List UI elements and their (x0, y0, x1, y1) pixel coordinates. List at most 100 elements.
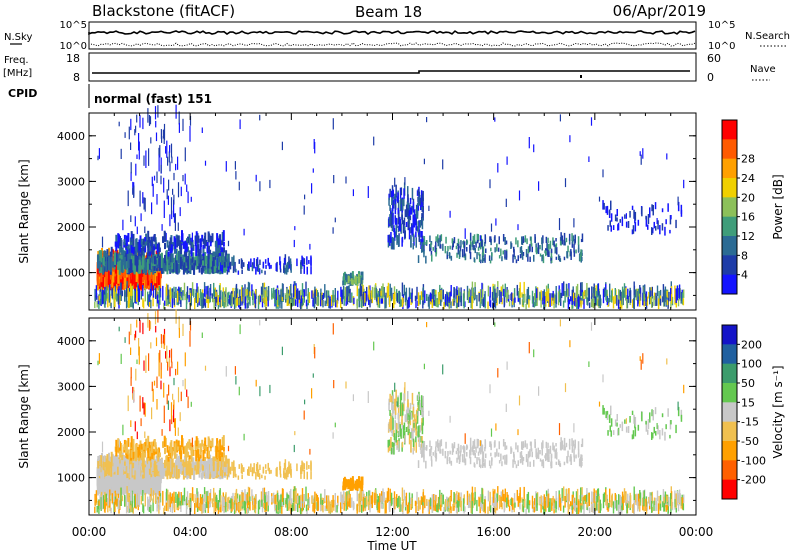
echo-cell (138, 288, 140, 302)
echo-cell (127, 253, 130, 269)
echo-cell (277, 296, 280, 305)
echo-cell (110, 302, 112, 309)
nsearch-tick-bottom: 10^0 (708, 41, 735, 52)
echo-cell (149, 276, 152, 290)
echo-cell (669, 229, 671, 234)
echo-cell (303, 265, 305, 274)
echo-cell (162, 463, 165, 477)
echo-cell (224, 294, 226, 305)
echo-cell (397, 213, 400, 225)
echo-cell (445, 236, 447, 244)
echo-cell (146, 259, 149, 270)
echo-cell (216, 245, 219, 254)
echo-cell (139, 115, 141, 128)
echo-cell (97, 256, 100, 264)
echo-cell (505, 198, 507, 207)
echo-cell (182, 175, 184, 182)
echo-cell (151, 472, 154, 484)
echo-cell (521, 292, 523, 298)
echo-cell (380, 295, 382, 304)
echo-cell (506, 292, 508, 303)
echo-cell (259, 259, 261, 265)
echo-cell (500, 248, 502, 256)
echo-cell (390, 207, 392, 217)
echo-cell (645, 215, 647, 220)
echo-cell (184, 147, 186, 162)
echo-cell (609, 295, 611, 302)
echo-cell (267, 286, 270, 301)
echo-cell (408, 296, 410, 308)
echo-cell (633, 209, 635, 219)
echo-cell (158, 247, 161, 253)
echo-cell (127, 458, 130, 474)
echo-cell (223, 466, 226, 473)
echo-cell (219, 300, 221, 308)
echo-cell (344, 291, 347, 302)
echo-cell (138, 259, 141, 274)
echo-cell (410, 235, 412, 248)
echo-cell (98, 148, 100, 159)
echo-cell (495, 218, 497, 226)
echo-cell (227, 256, 230, 267)
echo-cell (173, 172, 175, 181)
echo-cell (353, 297, 355, 305)
echo-cell (182, 446, 185, 454)
nsky-label: N.Sky (4, 32, 32, 43)
echo-cell (264, 290, 267, 306)
echo-cell (151, 176, 153, 187)
echo-cell (487, 285, 490, 297)
echo-cell (114, 266, 117, 274)
echo-cell (135, 471, 138, 487)
echo-cell (173, 291, 175, 306)
echo-cell (167, 245, 170, 251)
echo-cell (177, 297, 179, 305)
echo-cell (460, 240, 462, 248)
echo-cell (126, 249, 129, 254)
echo-cell (146, 464, 149, 475)
echo-cell (138, 272, 141, 289)
echo-cell (683, 289, 685, 298)
echo-cell (175, 104, 177, 119)
echo-cell (148, 270, 151, 281)
echo-cell (567, 288, 569, 303)
echo-cell (275, 263, 277, 272)
echo-cell (466, 240, 469, 244)
echo-cell (167, 467, 170, 476)
echo-cell (204, 267, 207, 274)
echo-cell (207, 450, 210, 458)
echo-cell (206, 447, 209, 455)
echo-cell (387, 234, 389, 243)
echo-cell (258, 294, 261, 305)
echo-cell (501, 297, 503, 305)
echo-cell (310, 266, 312, 275)
echo-cell (510, 293, 512, 301)
echo-cell (508, 294, 510, 302)
echo-cell (666, 153, 668, 160)
echo-cell (115, 439, 118, 452)
echo-cell (413, 209, 416, 219)
echo-cell (504, 283, 506, 298)
echo-cell (153, 470, 156, 476)
echo-cell (404, 177, 406, 185)
echo-cell (474, 286, 476, 300)
echo-cell (162, 285, 164, 301)
echo-cell (155, 465, 158, 474)
echo-cell (302, 292, 305, 303)
echo-cell (662, 296, 664, 303)
echo-cell (559, 289, 561, 303)
echo-cell (517, 240, 519, 248)
echo-cell (656, 218, 658, 224)
echo-cell (422, 209, 424, 221)
echo-cell (620, 291, 622, 301)
echo-cell (180, 243, 183, 254)
echo-cell (289, 258, 292, 265)
echo-cell (200, 459, 203, 469)
echo-cell (162, 236, 165, 243)
echo-cell (113, 481, 116, 494)
echo-cell (120, 294, 122, 301)
echo-cell (248, 282, 251, 297)
echo-cell (208, 296, 210, 304)
echo-cell (394, 216, 397, 225)
echo-cell (176, 291, 179, 303)
